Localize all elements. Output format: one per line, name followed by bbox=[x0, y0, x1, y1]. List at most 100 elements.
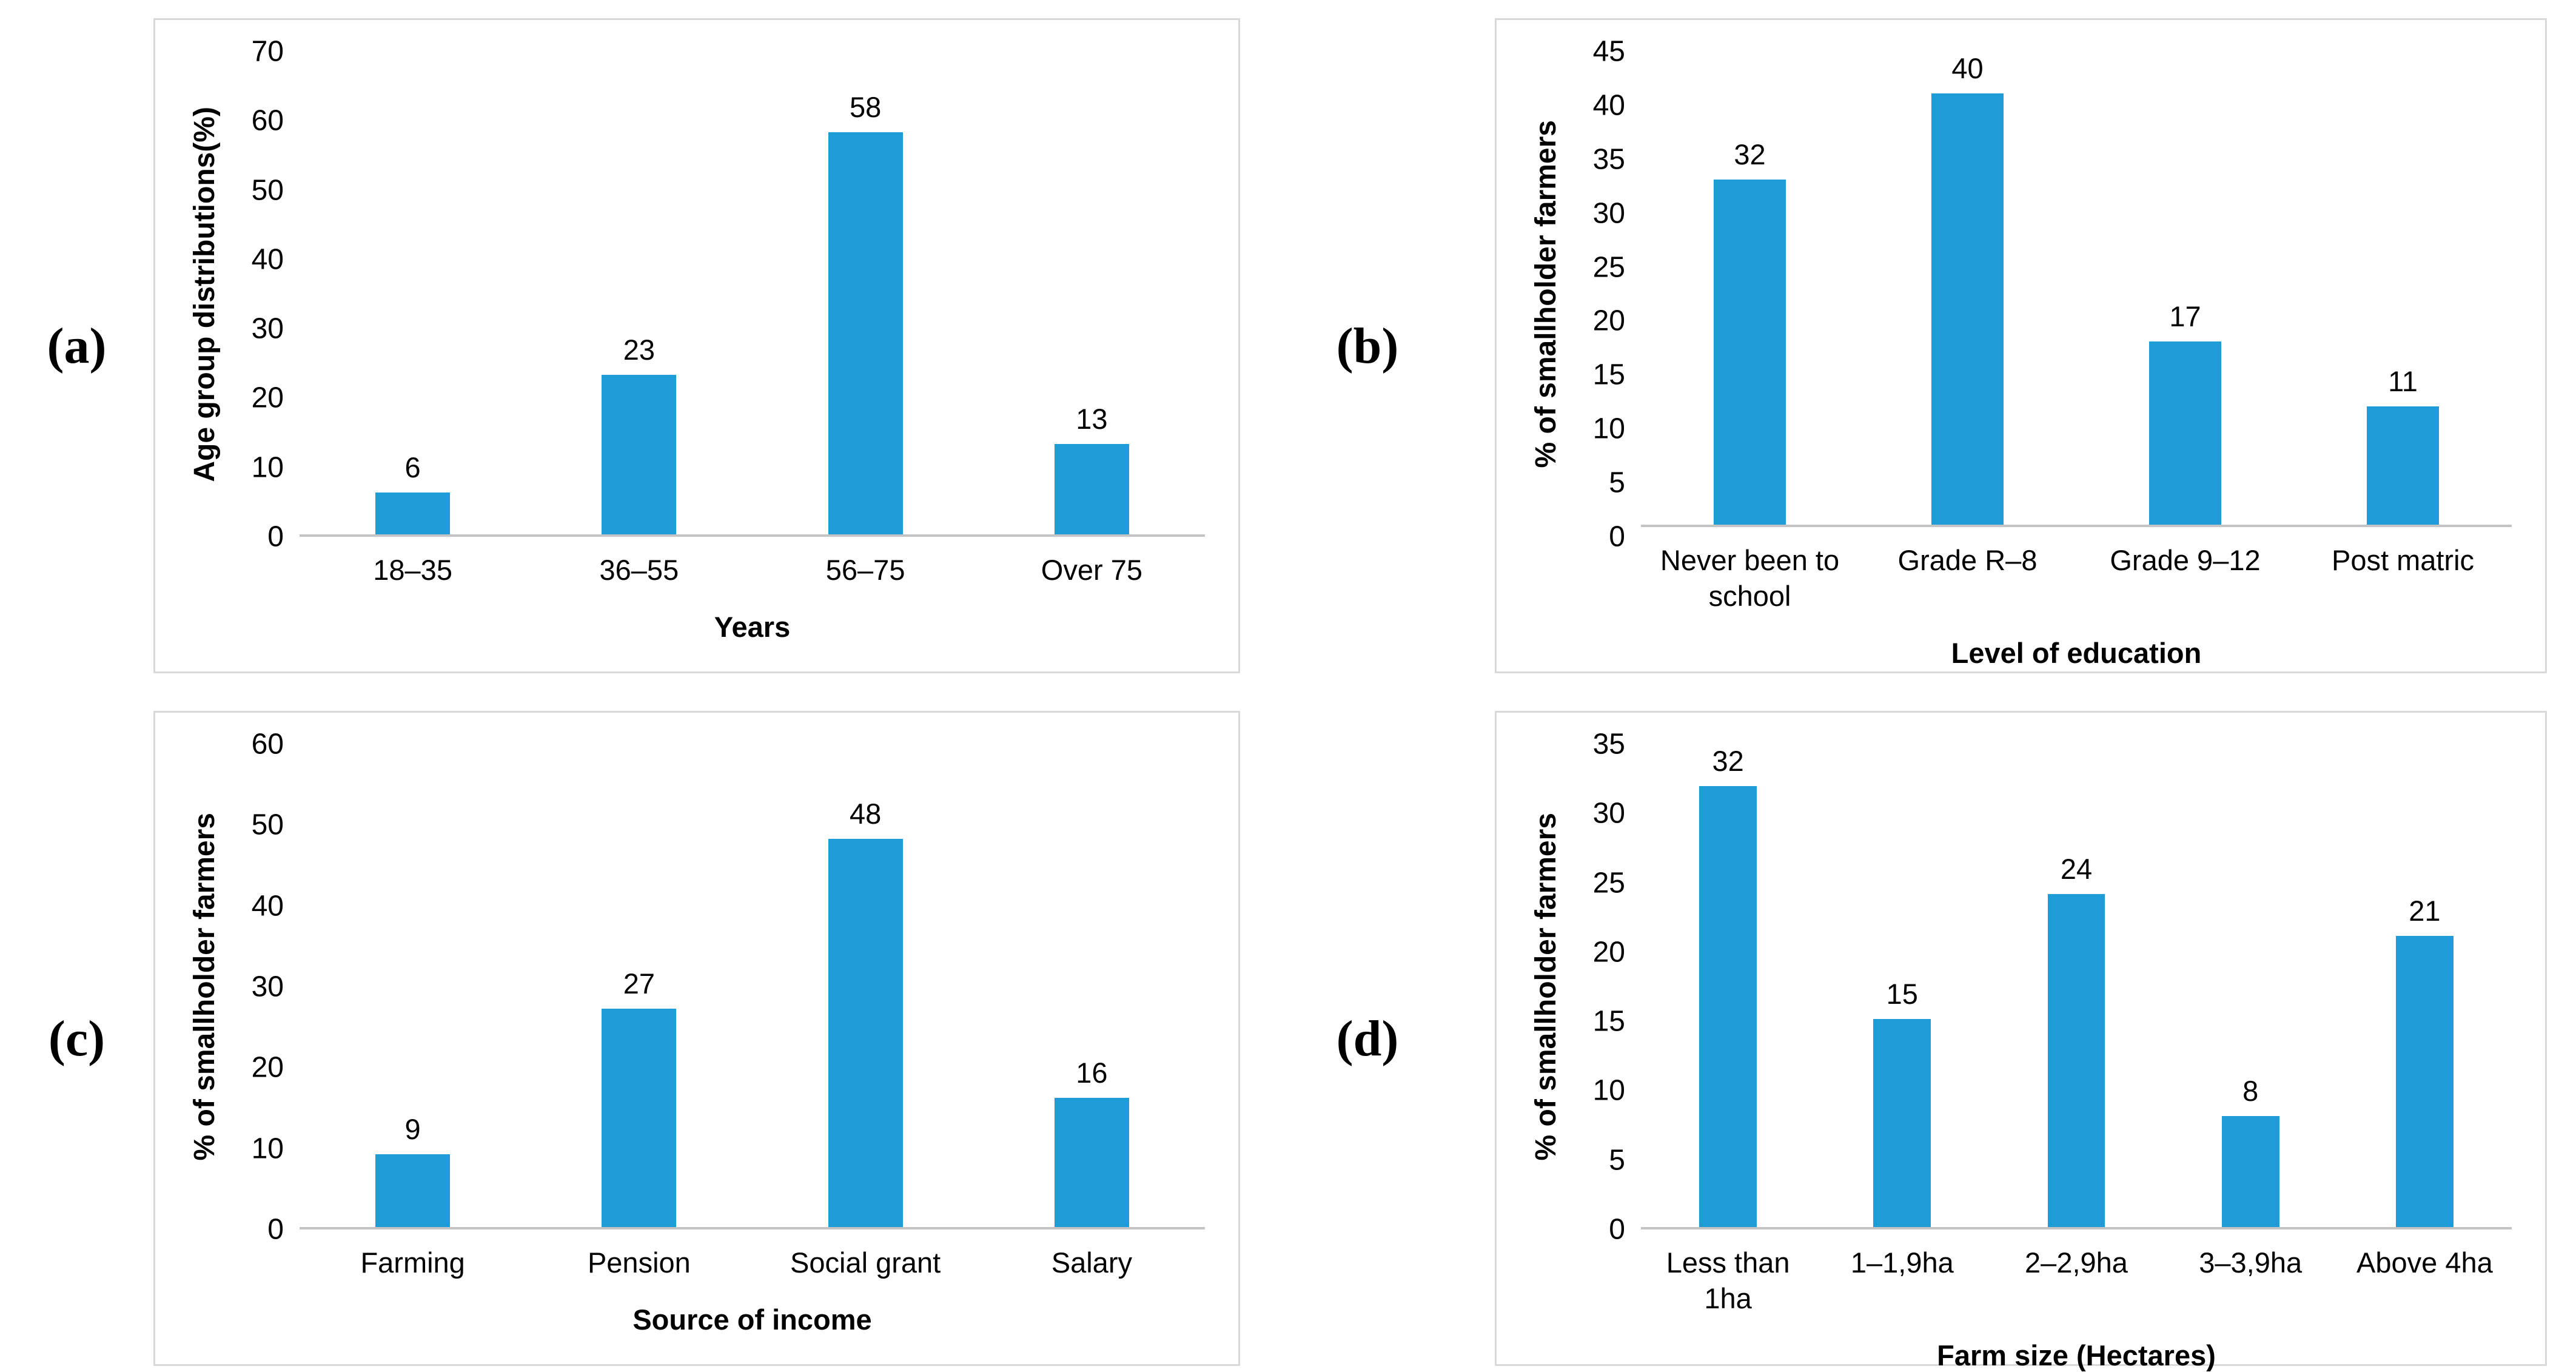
y-axis-title: Age group distributions(%) bbox=[188, 106, 221, 482]
bar-slot: 58 bbox=[753, 52, 979, 534]
figure-row-top: (a) Age group distributions(%) 70 60 50 40 3… bbox=[0, 18, 2576, 673]
bar-value-label: 17 bbox=[2169, 300, 2201, 332]
y-axis-title-column: % of smallholder farmers bbox=[1522, 744, 1569, 1229]
bar-slot: 32 bbox=[1641, 52, 1859, 525]
bar bbox=[2367, 406, 2439, 525]
chart-b: % of smallholder farmers 45 40 35 30 25 20 15 1… bbox=[1522, 36, 2512, 669]
y-tick-label: 5 bbox=[1609, 466, 1625, 499]
x-axis-title: Farm size (Hectares) bbox=[1937, 1339, 2216, 1371]
bar bbox=[1931, 93, 2004, 525]
bar-slot: 9 bbox=[300, 744, 526, 1227]
y-tick-label: 70 bbox=[251, 35, 284, 68]
y-tick-label: 30 bbox=[251, 312, 284, 345]
x-category-label: 18–35 bbox=[373, 554, 452, 586]
y-tick-label: 15 bbox=[1592, 358, 1625, 391]
bar bbox=[1714, 180, 1786, 525]
x-category-label: 56–75 bbox=[825, 554, 905, 586]
x-axis-title: Years bbox=[714, 610, 791, 643]
x-category-label: Pension bbox=[587, 1246, 691, 1279]
bar-slot: 11 bbox=[2294, 52, 2512, 525]
y-tick-label: 10 bbox=[1592, 412, 1625, 445]
x-category-label: Salary bbox=[1051, 1246, 1132, 1279]
y-tick-label: 0 bbox=[267, 1213, 284, 1246]
bar-value-label: 27 bbox=[623, 967, 656, 1000]
y-tick-label: 50 bbox=[251, 809, 284, 841]
bar-slot: 15 bbox=[1815, 744, 1989, 1227]
y-tick-label: 10 bbox=[251, 451, 284, 484]
bar bbox=[1054, 444, 1129, 534]
y-tick-label: 25 bbox=[1592, 867, 1625, 900]
bar bbox=[1699, 786, 1757, 1227]
bar-value-label: 24 bbox=[2060, 853, 2093, 886]
y-tick-label: 20 bbox=[1592, 304, 1625, 337]
figure-row-bottom: (c) % of smallholder farmers 60 50 40 30 20 1… bbox=[0, 711, 2576, 1371]
y-tick-label: 0 bbox=[267, 520, 284, 553]
y-tick-label: 10 bbox=[1592, 1074, 1625, 1107]
y-axis-ticks: 35 30 25 20 15 10 5 0 bbox=[1569, 728, 1641, 1246]
bar bbox=[602, 375, 677, 534]
y-axis-title-column: Age group distributions(%) bbox=[181, 52, 228, 537]
y-axis-title: % of smallholder farmers bbox=[188, 813, 221, 1161]
x-axis-categories: Less than 1ha 1–1,9ha 2–2,9ha 3–3,9ha Above … bbox=[1641, 1245, 2512, 1317]
bar-value-label: 32 bbox=[1734, 138, 1766, 171]
chart-d: % of smallholder farmers 35 30 25 20 15 10 5 0 … bbox=[1522, 728, 2512, 1371]
x-category-label: Social grant bbox=[790, 1246, 941, 1279]
bar-value-label: 21 bbox=[2409, 895, 2441, 927]
bar-value-label: 6 bbox=[404, 451, 421, 484]
bar-slot: 21 bbox=[2338, 744, 2512, 1227]
bar bbox=[1054, 1097, 1129, 1227]
y-tick-label: 0 bbox=[1609, 1213, 1625, 1246]
bar bbox=[375, 493, 451, 534]
y-axis-title-column: % of smallholder farmers bbox=[1522, 52, 1569, 537]
bar bbox=[2396, 936, 2454, 1227]
bar-slot: 23 bbox=[526, 52, 752, 534]
bar-slot: 16 bbox=[979, 744, 1205, 1227]
x-axis-title: Level of education bbox=[1951, 636, 2202, 669]
plot-area: 6 23 58 13 bbox=[300, 52, 1205, 537]
x-category-label: 36–55 bbox=[599, 554, 679, 586]
x-category-label: Post matric bbox=[2331, 544, 2475, 577]
bar-value-label: 13 bbox=[1076, 403, 1108, 435]
y-tick-label: 30 bbox=[1592, 797, 1625, 830]
bar-slot: 48 bbox=[753, 744, 979, 1227]
chart-a: Age group distributions(%) 70 60 50 40 30 20 1… bbox=[181, 36, 1205, 654]
y-tick-label: 30 bbox=[251, 970, 284, 1003]
y-tick-label: 50 bbox=[251, 174, 284, 207]
x-axis-categories: Farming Pension Social grant Salary bbox=[300, 1245, 1205, 1281]
bar-value-label: 9 bbox=[404, 1113, 421, 1145]
y-axis-ticks: 45 40 35 30 25 20 15 10 5 0 bbox=[1569, 36, 1641, 553]
bar-value-label: 15 bbox=[1886, 978, 1918, 1011]
bar-slot: 24 bbox=[1989, 744, 2163, 1227]
panel-tag-cell-a: (a) bbox=[0, 18, 153, 673]
y-tick-label: 30 bbox=[1592, 197, 1625, 230]
x-category-label: 1–1,9ha bbox=[1850, 1246, 1954, 1279]
y-tick-label: 20 bbox=[1592, 936, 1625, 969]
y-tick-label: 60 bbox=[251, 104, 284, 137]
plot-area: 9 27 48 16 bbox=[300, 744, 1205, 1229]
x-category-label: 3–3,9ha bbox=[2199, 1246, 2303, 1279]
bar bbox=[1873, 1019, 1931, 1227]
bar-slot: 6 bbox=[300, 52, 526, 534]
y-tick-label: 45 bbox=[1592, 35, 1625, 68]
y-tick-label: 15 bbox=[1592, 1005, 1625, 1038]
plot-area: 32 40 17 11 bbox=[1641, 52, 2512, 528]
bar-value-label: 8 bbox=[2242, 1075, 2259, 1108]
x-category-label: Over 75 bbox=[1041, 554, 1142, 586]
y-tick-label: 10 bbox=[251, 1132, 284, 1165]
plot-area: 32 15 24 8 21 bbox=[1641, 744, 2512, 1229]
panel-c: % of smallholder farmers 60 50 40 30 20 10 0 9… bbox=[153, 711, 1240, 1366]
x-category-label: Grade 9–12 bbox=[2110, 544, 2261, 577]
x-category-label: 2–2,9ha bbox=[2025, 1246, 2128, 1279]
plot-wrap: 6 23 58 13 18–35 36–55 56–75 Over 75 Years bbox=[300, 52, 1205, 654]
bar-value-label: 23 bbox=[623, 334, 656, 366]
bar bbox=[828, 839, 903, 1227]
panel-d: % of smallholder farmers 35 30 25 20 15 10 5 0 … bbox=[1495, 711, 2547, 1371]
x-category-label: Above 4ha bbox=[2356, 1246, 2493, 1279]
y-axis-title-column: % of smallholder farmers bbox=[181, 744, 228, 1229]
x-category-label: Never been to school bbox=[1660, 544, 1840, 612]
bar-value-label: 32 bbox=[1712, 745, 1744, 777]
y-tick-label: 40 bbox=[1592, 89, 1625, 122]
bar bbox=[2149, 341, 2221, 525]
x-category-label: Grade R–8 bbox=[1897, 544, 2038, 577]
